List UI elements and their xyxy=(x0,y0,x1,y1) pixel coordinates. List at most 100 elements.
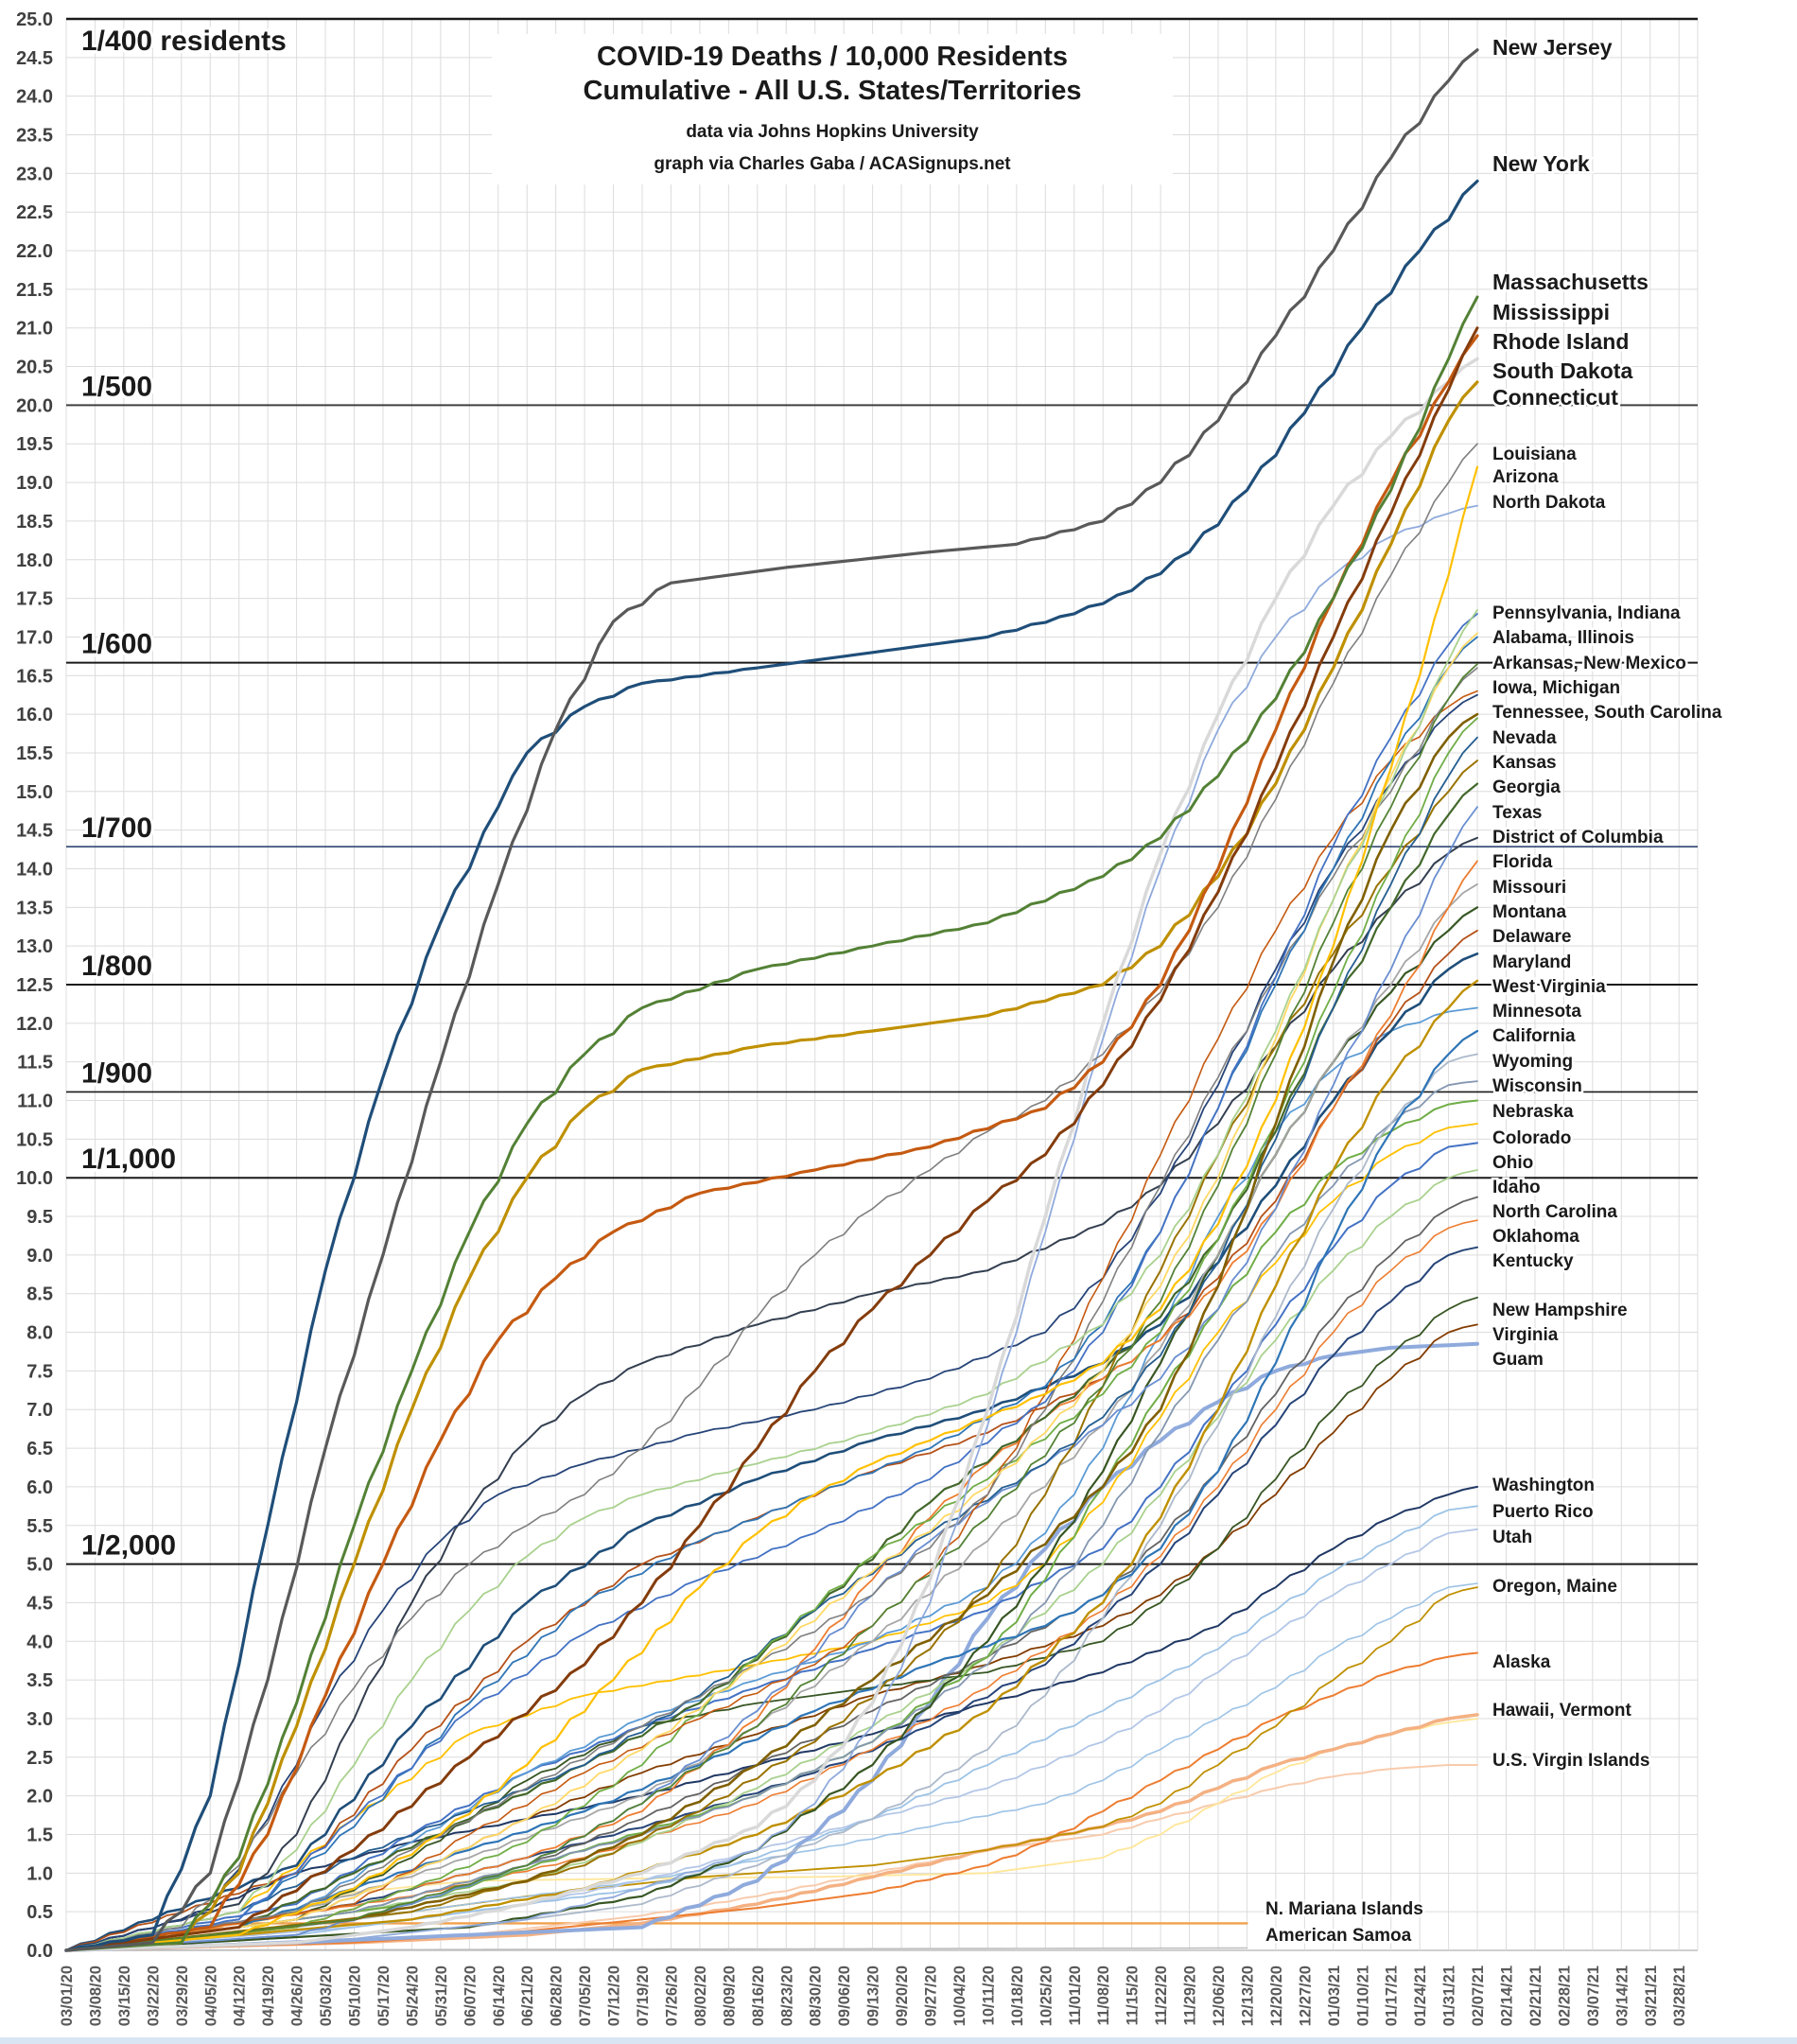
chart-title-line2: Cumulative - All U.S. States/Territories xyxy=(583,76,1082,107)
y-tick-label: 13.5 xyxy=(16,898,53,918)
state-label: Wyoming xyxy=(1492,1052,1573,1072)
state-label: California xyxy=(1492,1026,1576,1046)
state-label: Utah xyxy=(1492,1528,1532,1547)
state-label: South Dakota xyxy=(1492,358,1632,383)
state-label: N. Mariana Islands xyxy=(1265,1899,1423,1919)
state-label: Connecticut xyxy=(1492,385,1618,410)
y-tick-label: 25.0 xyxy=(16,9,53,30)
x-tick-label: 05/03/20 xyxy=(318,1965,335,2026)
y-tick-label: 12.0 xyxy=(16,1014,53,1035)
x-tick-label: 03/07/21 xyxy=(1585,1965,1602,2026)
series-line-rhode-island xyxy=(64,334,1479,1952)
x-tick-label: 05/17/20 xyxy=(375,1965,393,2026)
x-tick-label: 04/12/20 xyxy=(232,1965,249,2026)
state-label: District of Columbia xyxy=(1492,828,1664,847)
state-label: Massachusetts xyxy=(1492,270,1649,294)
x-tick-label: 10/11/20 xyxy=(980,1965,997,2025)
state-label: Florida xyxy=(1492,852,1553,872)
series-line-puerto-rico xyxy=(65,1505,1478,1951)
y-tick-label: 10.0 xyxy=(16,1168,53,1189)
y-tick-label: 4.5 xyxy=(26,1593,53,1614)
series-line-nevada xyxy=(65,736,1478,1951)
state-label: North Dakota xyxy=(1492,493,1606,513)
state-label: Tennessee, South Carolina xyxy=(1492,703,1722,723)
y-tick-label: 23.0 xyxy=(16,164,53,184)
x-tick-label: 04/26/20 xyxy=(289,1965,306,2026)
state-label: Arizona xyxy=(1492,467,1559,487)
y-tick-label: 14.0 xyxy=(16,859,53,880)
series-line-texas xyxy=(65,806,1478,1951)
x-tick-label: 04/19/20 xyxy=(260,1965,277,2026)
y-tick-label: 22.5 xyxy=(16,202,53,223)
x-tick-label: 08/09/20 xyxy=(721,1965,738,2026)
x-tick-label: 06/07/20 xyxy=(462,1965,479,2026)
series-line-arizona xyxy=(64,465,1479,1952)
reference-line-label: 1/400 residents xyxy=(81,26,287,57)
y-tick-label: 15.5 xyxy=(16,743,53,764)
y-tick-label: 16.0 xyxy=(16,705,53,725)
series-line-west-virginia xyxy=(64,979,1479,1952)
x-tick-label: 07/12/20 xyxy=(606,1965,623,2026)
x-tick-label: 05/31/20 xyxy=(433,1965,450,2026)
series-line-arkansas xyxy=(65,663,1478,1951)
y-tick-label: 11.0 xyxy=(17,1092,53,1112)
y-tick-label: 17.0 xyxy=(16,627,53,648)
state-label: New Jersey xyxy=(1492,35,1613,60)
series-line-indiana xyxy=(65,613,1478,1951)
state-label: Alaska xyxy=(1492,1652,1551,1672)
x-tick-label: 09/13/20 xyxy=(865,1965,882,2026)
state-label: Delaware xyxy=(1492,927,1571,947)
state-label: Virginia xyxy=(1492,1325,1559,1345)
y-tick-label: 5.0 xyxy=(26,1555,53,1576)
state-label: Wisconsin xyxy=(1492,1076,1582,1096)
x-tick-label: 09/27/20 xyxy=(923,1965,940,2026)
x-tick-label: 09/06/20 xyxy=(836,1965,853,2026)
state-label: West Virginia xyxy=(1492,977,1606,997)
x-tick-label: 01/10/21 xyxy=(1354,1965,1371,2026)
x-tick-label: 03/28/21 xyxy=(1671,1965,1688,2026)
y-tick-label: 4.0 xyxy=(26,1632,53,1652)
x-tick-label: 08/02/20 xyxy=(692,1965,709,2026)
x-tick-label: 05/24/20 xyxy=(404,1965,421,2026)
series-line-utah xyxy=(65,1528,1478,1951)
x-tick-label: 06/28/20 xyxy=(549,1965,566,2026)
state-label: Georgia xyxy=(1492,777,1561,797)
state-label: Mississippi xyxy=(1492,300,1610,324)
chart-data-source: data via Johns Hopkins University xyxy=(686,121,979,142)
y-tick-label: 23.5 xyxy=(16,126,53,147)
y-tick-label: 0.5 xyxy=(26,1902,53,1923)
y-tick-label: 1.5 xyxy=(26,1825,53,1845)
x-tick-label: 09/20/20 xyxy=(894,1965,911,2026)
series-line-american-samoa xyxy=(65,1947,1248,1951)
y-tick-label: 3.0 xyxy=(26,1709,53,1730)
x-tick-label: 11/01/20 xyxy=(1067,1965,1084,2025)
state-label: Kentucky xyxy=(1492,1251,1574,1271)
state-label: U.S. Virgin Islands xyxy=(1492,1751,1649,1771)
x-tick-label: 03/15/20 xyxy=(116,1965,133,2026)
series-line-south-dakota xyxy=(64,357,1479,1952)
x-tick-label: 06/14/20 xyxy=(491,1965,508,2026)
x-tick-label: 12/13/20 xyxy=(1239,1965,1256,2026)
x-tick-label: 03/14/21 xyxy=(1614,1965,1631,2026)
series-line-maryland xyxy=(64,952,1479,1952)
y-tick-label: 7.5 xyxy=(26,1361,53,1382)
reference-line-label: 1/700 xyxy=(81,812,152,844)
state-label: Oklahoma xyxy=(1492,1227,1579,1247)
x-tick-label: 10/04/20 xyxy=(951,1965,968,2026)
y-tick-label: 16.5 xyxy=(16,666,53,687)
series-line-oregon xyxy=(65,1582,1478,1951)
state-label: Louisiana xyxy=(1492,445,1577,464)
series-line-idaho xyxy=(65,1169,1478,1951)
x-tick-label: 08/30/20 xyxy=(808,1965,825,2026)
x-tick-label: 02/07/21 xyxy=(1470,1965,1487,2026)
series-line-mississippi xyxy=(64,326,1479,1952)
state-label: Colorado xyxy=(1492,1128,1571,1148)
state-label: New Hampshire xyxy=(1492,1301,1628,1320)
y-tick-label: 8.5 xyxy=(26,1284,53,1305)
state-label: Missouri xyxy=(1492,878,1566,898)
y-tick-label: 14.5 xyxy=(16,821,53,842)
state-label: Kansas xyxy=(1492,753,1557,773)
chart-title-line1: COVID-19 Deaths / 10,000 Residents xyxy=(596,42,1069,72)
state-label: Nevada xyxy=(1492,728,1557,748)
y-tick-label: 0.0 xyxy=(26,1941,53,1962)
